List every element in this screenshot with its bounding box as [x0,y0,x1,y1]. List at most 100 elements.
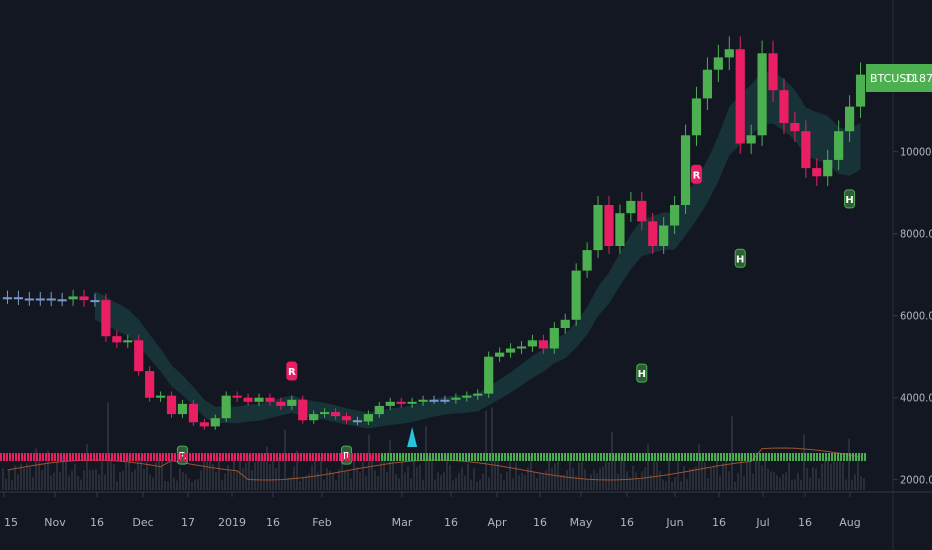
volume-bar [434,479,436,490]
price-axis-label[interactable]: 2000.00 [900,474,932,487]
volume-bar [713,465,715,490]
volume-bar [236,470,238,490]
time-axis-label[interactable]: 17 [181,516,195,529]
volume-bar [803,434,805,490]
time-axis-label[interactable]: 16 [712,516,726,529]
trend-strip-tick [210,453,212,461]
price-tag-box [866,64,932,92]
trend-strip-tick [177,453,179,461]
trend-strip-tick [21,453,23,461]
volume-bar [374,470,376,490]
time-axis-label[interactable]: 16 [533,516,547,529]
price-axis[interactable]: 2000.00 4000.00 6000.00 8000.00 10000.00 [893,146,932,487]
volume-bar [851,480,853,490]
time-axis-label[interactable]: 15 [4,516,18,529]
arrow-up-icon [407,427,418,447]
signal-marker [734,248,746,268]
trend-strip-tick [69,453,71,461]
time-axis-label[interactable]: Nov [44,516,66,529]
trend-strip-tick [462,453,465,461]
time-axis-label[interactable]: 2019 [218,516,246,529]
trend-strip-tick [321,453,323,461]
candle [724,49,734,58]
time-axis-label[interactable]: 16 [444,516,458,529]
volume-bar [674,476,676,490]
volume-bar [659,470,661,490]
candle [276,401,286,406]
trend-strip-tick [312,453,314,461]
volume-bar [431,457,433,490]
trend-strip-tick [705,453,708,461]
price-axis-label[interactable]: 6000.00 [900,310,932,323]
trend-strip-tick [15,453,17,461]
volume-bar [260,454,262,490]
trend-strip-tick [267,453,269,461]
trend-strip-tick [714,453,717,461]
trend-strip-tick [360,453,362,461]
volume-bar [206,461,208,490]
trend-strip-tick [186,453,188,461]
time-axis-label[interactable]: 16 [798,516,812,529]
candle [702,69,713,99]
volume-bar [107,402,109,490]
trend-strip-tick [471,453,474,461]
time-axis-label[interactable]: 16 [90,516,104,529]
volume-bar [173,477,175,490]
volume-bar [470,479,472,490]
time-axis-label[interactable]: Apr [487,516,507,529]
trend-strip-tick [864,453,867,461]
signal-label: R [288,367,296,378]
trend-strip-tick [99,453,101,461]
trend-strip-tick [585,453,588,461]
trend-strip-tick [390,453,393,461]
volume-bar [317,472,319,490]
time-axis[interactable]: 15 Nov 16 Dec 17 2019 16 Feb Mar 16 Apr 16 May 16 Jun 1… [3,492,861,529]
volume-bar [539,472,541,490]
time-axis-label[interactable]: May [570,516,593,529]
price-axis-label[interactable]: 8000.00 [900,228,932,241]
volume-bar [653,455,655,490]
volume-bar [338,469,340,490]
volume-bar [407,466,409,490]
price-axis-label[interactable]: 4000.00 [900,392,932,405]
trend-strip-tick [447,453,450,461]
trend-strip-tick [633,453,636,461]
candle [484,356,494,394]
volume-bar [764,453,766,490]
time-axis-label[interactable]: Feb [312,516,331,529]
trend-strip-tick [534,453,537,461]
price-axis-label[interactable]: 10000.00 [900,146,932,159]
candle [145,371,155,398]
candle [363,414,373,422]
trend-strip-tick [834,453,837,461]
volume-bar [758,461,760,490]
time-axis-label[interactable]: 16 [266,516,280,529]
volume-bar [122,470,124,490]
trend-strip-tick [597,453,600,461]
volume-bar [155,462,157,490]
trend-strip-tick [711,453,714,461]
trend-strip-tick [303,453,305,461]
trend-strip-tick [549,453,552,461]
trend-strip-tick [399,453,402,461]
time-axis-label[interactable]: Jun [665,516,683,529]
candle [330,412,341,417]
time-axis-label[interactable]: Dec [132,516,153,529]
candle [549,328,559,349]
candle [134,340,144,372]
candle [801,131,811,169]
time-axis-label[interactable]: 16 [620,516,634,529]
time-axis-label[interactable]: Mar [392,516,413,529]
trend-strip-tick [291,453,293,461]
trend-strip-tick [450,453,453,461]
trend-strip-tick [96,453,98,461]
trend-strip-tick [60,453,62,461]
time-axis-label[interactable]: Jul [755,516,769,529]
time-axis-label[interactable]: Aug [839,516,860,529]
volume-bar [77,475,79,490]
volume-bar [224,473,226,490]
trend-strip-tick [0,453,2,461]
trend-strip-tick [762,453,765,461]
trend-strip-tick [687,453,690,461]
trend-strip-tick [747,453,750,461]
